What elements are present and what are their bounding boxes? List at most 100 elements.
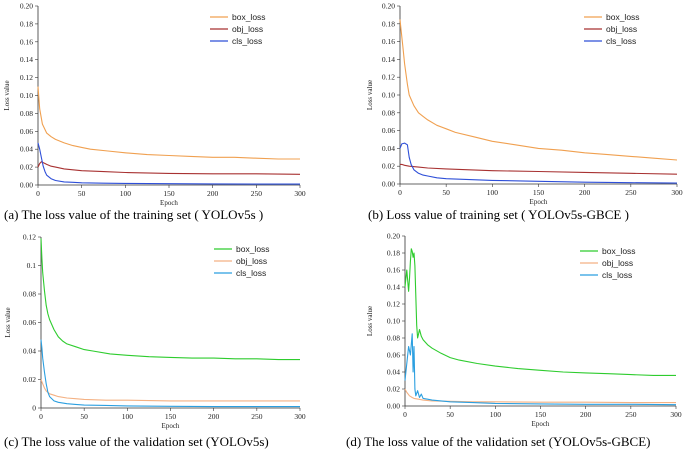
x-tick-label: 0: [398, 188, 402, 197]
y-tick-label: 0.18: [20, 19, 33, 28]
x-tick-label: 250: [251, 189, 263, 198]
y-tick-label: 0.08: [387, 334, 400, 343]
x-tick-label: 50: [442, 188, 450, 197]
y-tick-label: 0.08: [20, 109, 33, 118]
x-tick-label: 200: [580, 410, 592, 419]
y-tick-label: 0.08: [382, 108, 395, 117]
legend-label-cls-loss: cls_loss: [236, 268, 266, 278]
x-axis-label: Epoch: [160, 199, 178, 207]
x-tick-label: 200: [208, 412, 220, 421]
x-tick-label: 150: [535, 410, 547, 419]
x-tick-label: 150: [165, 412, 177, 421]
series-line-cls-loss: [404, 333, 677, 406]
y-tick-label: 0.14: [387, 283, 400, 292]
legend-label-box-loss: box_loss: [606, 12, 640, 22]
x-tick-label: 0: [403, 410, 407, 419]
y-tick-label: 0.14: [20, 55, 33, 64]
y-tick-label: 0.12: [387, 300, 400, 309]
x-tick-label: 250: [625, 188, 637, 197]
y-tick-label: 0.18: [382, 19, 395, 28]
y-tick-label: 0.06: [382, 126, 395, 135]
y-tick-label: 0.16: [382, 37, 395, 46]
x-tick-label: 50: [80, 412, 88, 421]
series-line-obj-loss: [400, 163, 678, 175]
y-tick-label: 0.08: [23, 290, 36, 299]
y-tick-label: 0.04: [20, 145, 33, 154]
x-tick-label: 100: [120, 189, 132, 198]
chart-panel-1: 0.00 0.02 0.04 0.06 0.08 0.10 0.12 0.14 0.16 0.18…: [3, 2, 306, 223]
y-tick-label: 0.20: [20, 2, 33, 11]
y-tick-label: 0.04: [23, 347, 36, 356]
series-line-cls-loss: [40, 339, 300, 408]
y-axis-label: Loss value: [4, 307, 12, 337]
x-tick-label: 300: [670, 410, 682, 419]
series-line-box-loss: [37, 86, 300, 160]
y-tick-label: 0.16: [387, 266, 400, 275]
x-tick-label: 200: [207, 189, 219, 198]
series-line-box-loss: [399, 19, 678, 161]
y-tick-label: 0.00: [387, 402, 400, 411]
x-axis-label: Epoch: [162, 422, 180, 430]
x-tick-label: 200: [579, 188, 591, 197]
y-axis-label: Loss value: [3, 80, 11, 110]
y-tick-label: 0.10: [387, 317, 400, 326]
chart-panel-4: 0.00 0.02 0.04 0.06 0.08 0.10 0.12 0.14 0.16 0.18…: [346, 232, 682, 450]
legend-label-box-loss: box_loss: [602, 246, 636, 256]
y-tick-label: 0.12: [23, 233, 36, 242]
legend-label-cls-loss: cls_loss: [232, 36, 262, 46]
panel-caption: (c) The loss value of the validation set…: [4, 434, 269, 449]
x-tick-label: 50: [446, 410, 454, 419]
panel-caption: (b) Loss value of training set ( YOLOv5s…: [368, 207, 629, 222]
x-tick-label: 300: [671, 188, 683, 197]
series-line-cls-loss: [399, 142, 678, 184]
x-tick-label: 300: [294, 412, 306, 421]
y-tick-label: 0.06: [23, 318, 36, 327]
x-tick-label: 100: [490, 410, 502, 419]
legend-label-obj-loss: obj_loss: [232, 24, 263, 34]
y-tick-label: 0.20: [387, 232, 400, 241]
chart-panel-2: 0.00 0.02 0.04 0.06 0.08 0.10 0.12 0.14 0.16 0.18…: [366, 2, 683, 223]
y-tick-label: 0.02: [382, 162, 395, 171]
x-tick-label: 250: [625, 410, 637, 419]
legend: box_loss obj_loss cls_loss: [584, 12, 640, 46]
y-axis-label: Loss value: [366, 80, 374, 110]
legend-label-box-loss: box_loss: [236, 244, 270, 254]
y-tick-label: 0.02: [23, 375, 36, 384]
panel-caption: (d) The loss value of the validation set…: [346, 434, 650, 449]
x-tick-label: 250: [251, 412, 263, 421]
legend-label-box-loss: box_loss: [232, 12, 266, 22]
y-tick-label: 0.12: [20, 73, 33, 82]
legend-label-obj-loss: obj_loss: [606, 24, 637, 34]
x-tick-label: 100: [122, 412, 134, 421]
y-tick-label: 0.00: [382, 180, 395, 189]
y-tick-label: 0: [32, 404, 36, 413]
y-tick-label: 0.10: [20, 91, 33, 100]
y-tick-label: 0.04: [387, 368, 400, 377]
x-tick-label: 50: [78, 189, 86, 198]
series-line-box-loss: [404, 248, 676, 376]
panel-caption: (a) The loss value of the training set (…: [4, 207, 263, 222]
y-tick-label: 0.20: [382, 2, 395, 11]
series-line-obj-loss: [37, 161, 301, 175]
legend-label-cls-loss: cls_loss: [602, 270, 632, 280]
y-tick-label: 0.12: [382, 73, 395, 82]
x-tick-label: 300: [294, 189, 306, 198]
y-tick-label: 0.02: [20, 163, 33, 172]
y-axis-label: Loss value: [366, 306, 374, 336]
x-tick-label: 150: [163, 189, 175, 198]
y-tick-label: 0.1: [27, 261, 37, 270]
series-line-obj-loss: [404, 388, 676, 404]
y-tick-label: 0.04: [382, 144, 395, 153]
y-tick-label: 0.10: [382, 91, 395, 100]
y-tick-label: 0.06: [20, 127, 33, 136]
legend: box_loss obj_loss cls_loss: [210, 12, 266, 46]
y-tick-label: 0.06: [387, 351, 400, 360]
x-axis-label: Epoch: [530, 198, 548, 206]
x-tick-label: 150: [533, 188, 545, 197]
y-tick-label: 0.18: [387, 249, 400, 258]
x-tick-label: 0: [39, 412, 43, 421]
y-tick-label: 0.14: [382, 55, 395, 64]
x-axis-label: Epoch: [532, 420, 550, 428]
x-tick-label: 0: [36, 189, 40, 198]
